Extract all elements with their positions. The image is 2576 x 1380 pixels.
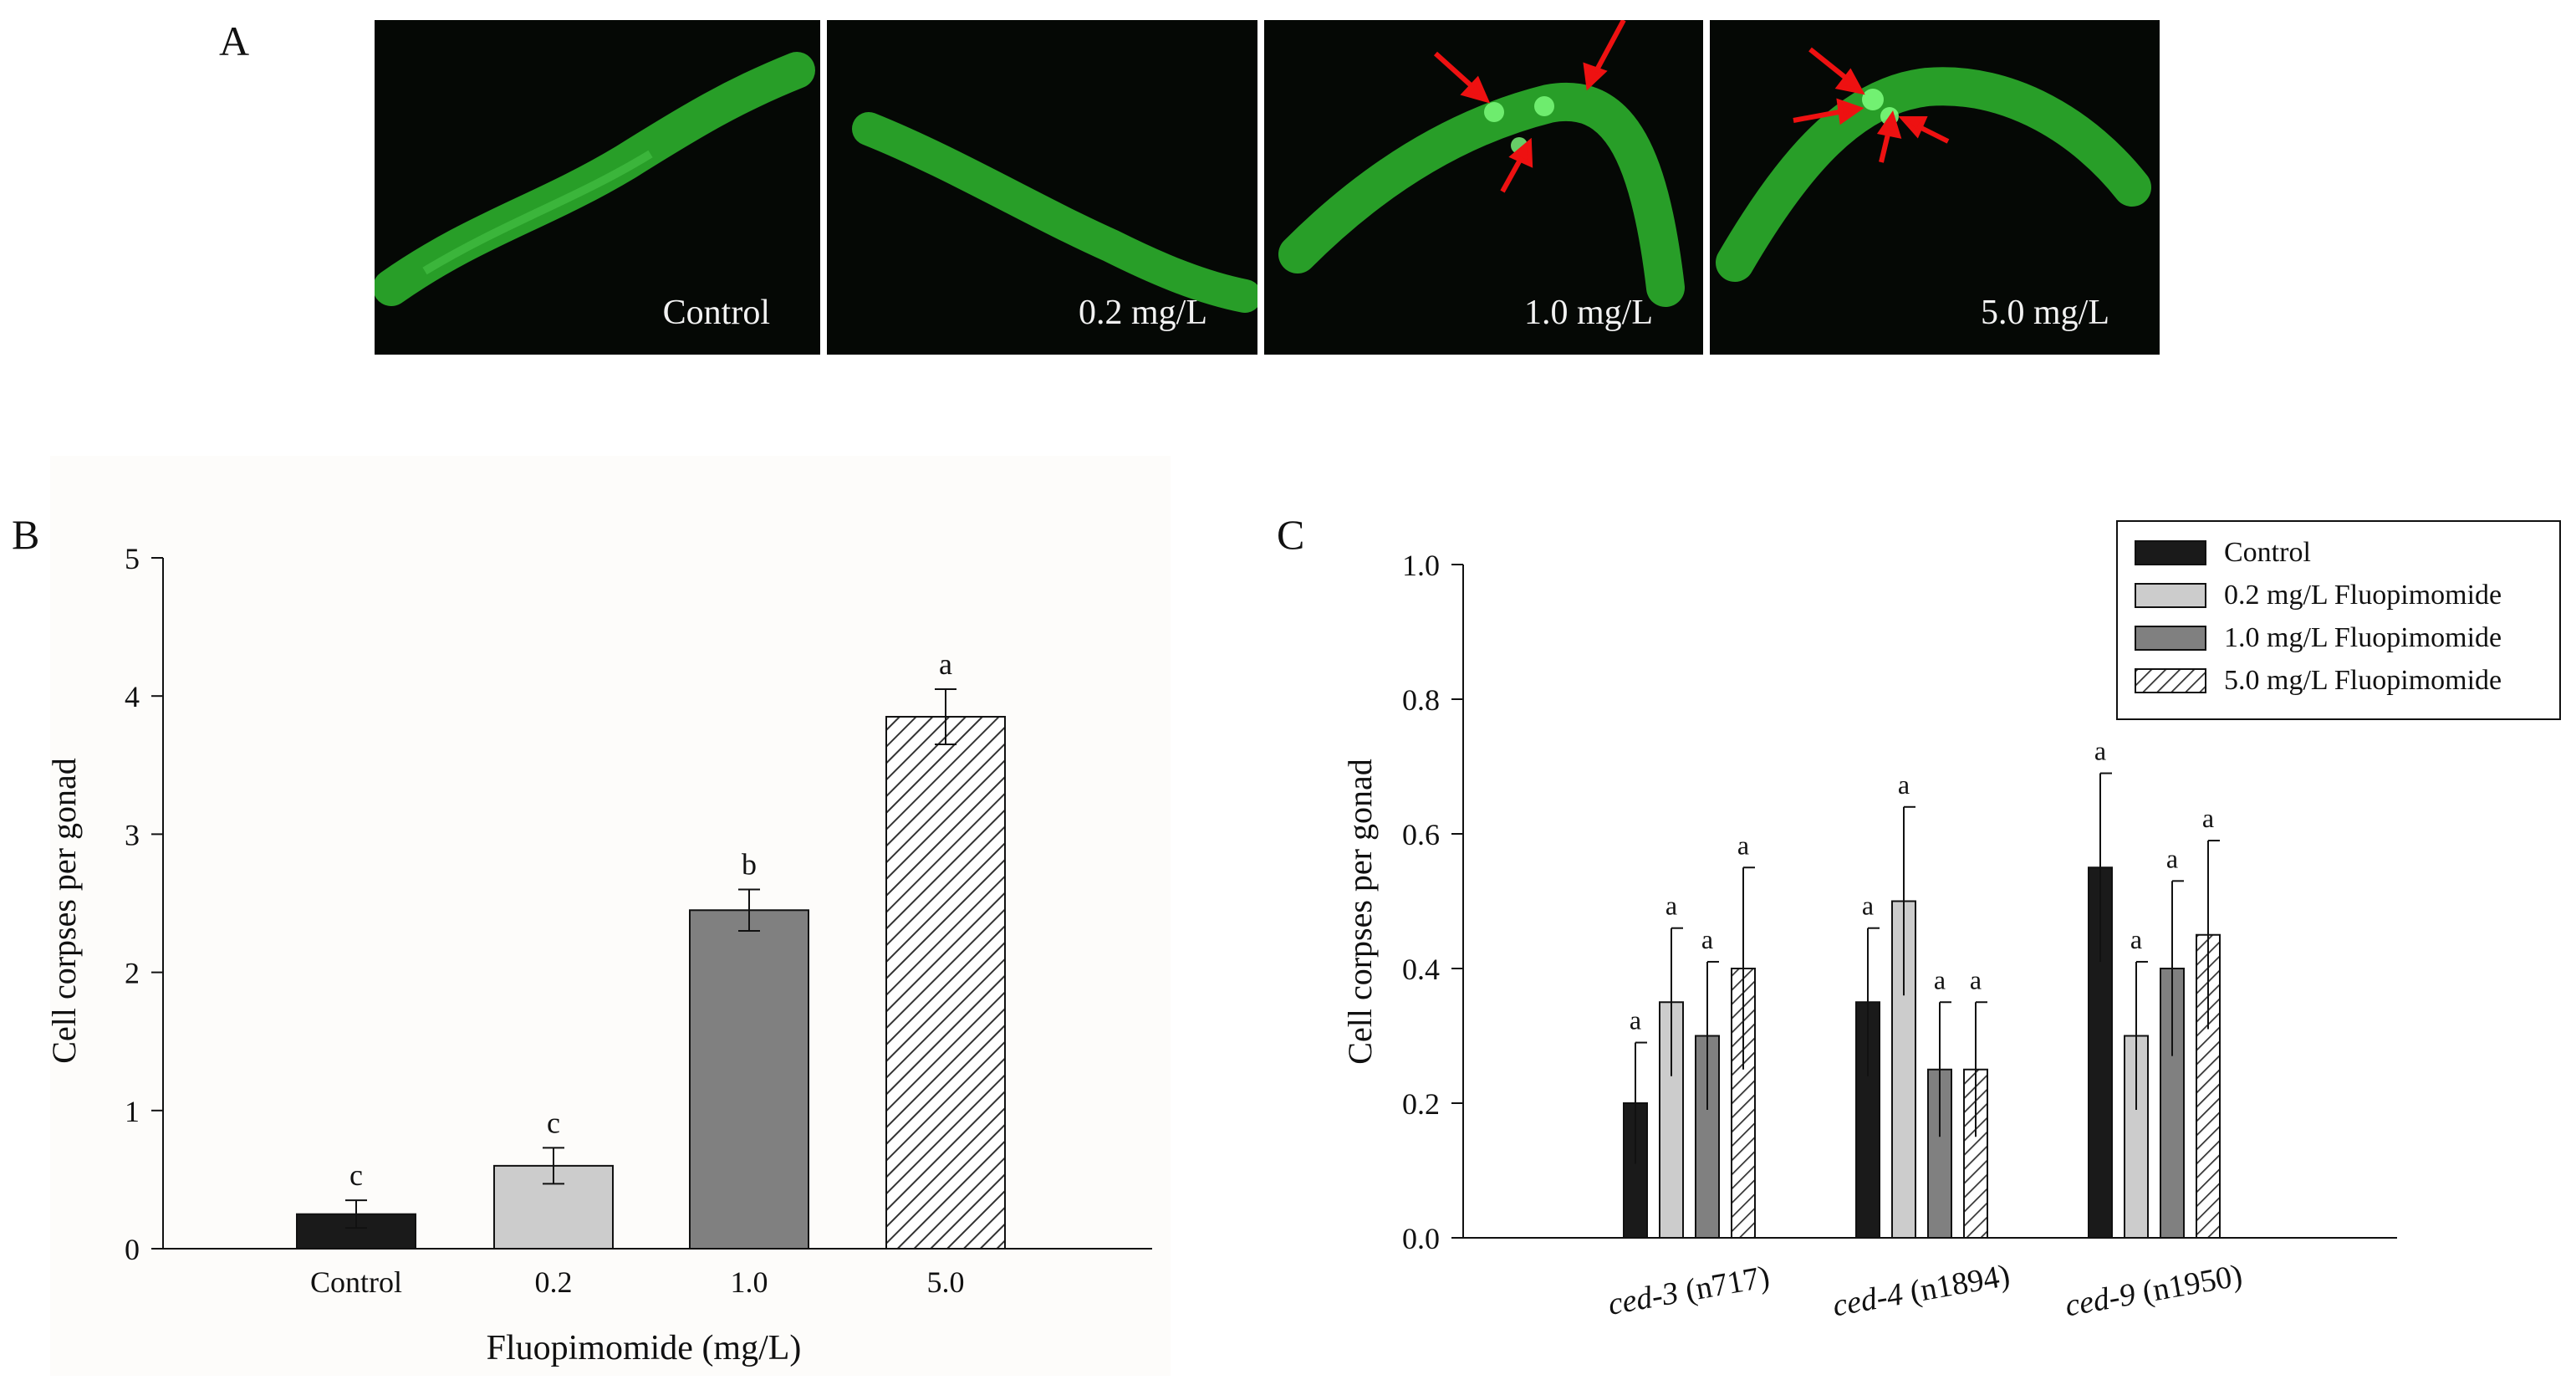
micrograph-caption: 1.0 mg/L: [1524, 294, 1653, 332]
x-tick-label: ced-4 (n1894): [1830, 1258, 2012, 1324]
significance-letter: b: [742, 847, 757, 881]
significance-letter: a: [2202, 803, 2214, 833]
significance-letter: a: [939, 647, 952, 681]
micrograph-caption: 5.0 mg/L: [1981, 294, 2109, 332]
chart-b: 0 1 2 3 4 5 c Control c 0.2 b 1.0 a 5.0 Cell corpses …: [45, 456, 1171, 1376]
x-tick-label: ced-9 (n1950): [2063, 1258, 2245, 1324]
y-tick-label: 2: [125, 957, 140, 990]
y-tick-label: 5: [125, 542, 140, 575]
significance-letter: a: [1701, 924, 1713, 954]
micrograph-caption: 0.2 mg/L: [1079, 294, 1207, 332]
significance-letter: c: [547, 1106, 560, 1139]
bar: [296, 1213, 416, 1250]
y-tick-label: 0: [125, 1233, 140, 1266]
micrograph-1-0: 1.0 mg/L: [1264, 20, 1703, 355]
x-tick-label: Control: [310, 1265, 402, 1299]
panel-label-a: A: [219, 18, 250, 64]
y-tick-label: 0.6: [1402, 818, 1440, 851]
chart-b-svg: 0 1 2 3 4 5 c Control c 0.2 b 1.0 a 5.0 Cell corpses …: [45, 456, 1171, 1376]
panel-label-c: C: [1277, 511, 1305, 558]
legend-label: 1.0 mg/L Fluopimomide: [2224, 622, 2502, 653]
y-axis-label: Cell corpses per gonad: [50, 758, 83, 1063]
chart-c: 0.0 0.2 0.4 0.6 0.8 1.0 a a a a ced-3 (n717) a a a a ce…: [1229, 456, 2567, 1376]
micrograph-5-0: 5.0 mg/L: [1710, 20, 2160, 355]
significance-letter: a: [1665, 891, 1677, 921]
legend-label: Control: [2224, 537, 2311, 568]
legend-swatch: [2135, 583, 2206, 608]
y-tick-label: 4: [125, 680, 140, 713]
bar: [885, 715, 1006, 1250]
x-tick-label: 5.0: [927, 1265, 965, 1299]
y-tick-label: 3: [125, 818, 140, 851]
arrow-icon: [1433, 20, 1626, 193]
worm-image: [375, 52, 815, 306]
legend-swatch: [2135, 540, 2206, 565]
worm-image: [1716, 47, 2151, 282]
significance-letter: a: [1898, 769, 1910, 800]
y-tick-label: 1: [125, 1095, 140, 1128]
legend-swatch: [2135, 626, 2206, 651]
arrow-icon: [1793, 47, 1950, 163]
significance-letter: a: [1970, 964, 1982, 994]
micrograph-caption: Control: [662, 294, 770, 332]
y-tick-label: 1.0: [1402, 549, 1440, 582]
legend: Control 0.2 mg/L Fluopimomide 1.0 mg/L Flu…: [2116, 520, 2561, 720]
micrograph-panel: Control 0.2 mg/L 1.0 mg/L: [0, 0, 2576, 368]
significance-letter: c: [349, 1158, 363, 1192]
significance-letter: a: [2094, 736, 2106, 766]
significance-letter: a: [1737, 830, 1749, 860]
micrograph-control: Control: [375, 20, 820, 355]
micrograph-0-2: 0.2 mg/L: [827, 20, 1257, 355]
significance-letter: a: [2166, 843, 2178, 873]
significance-letter: a: [1862, 891, 1874, 921]
worm-image: [1278, 20, 1685, 307]
legend-label: 5.0 mg/L Fluopimomide: [2224, 665, 2502, 696]
y-tick-label: 0.2: [1402, 1087, 1440, 1121]
worm-image: [852, 112, 1257, 313]
y-tick-label: 0.0: [1402, 1222, 1440, 1255]
x-tick-label: 1.0: [731, 1265, 768, 1299]
legend-label: 0.2 mg/L Fluopimomide: [2224, 580, 2502, 611]
significance-letter: a: [1630, 1005, 1641, 1035]
y-tick-label: 0.8: [1402, 683, 1440, 717]
y-axis-label: Cell corpses per gonad: [1341, 759, 1379, 1064]
bar: [1963, 1068, 1988, 1239]
significance-letter: a: [1934, 964, 1946, 994]
x-tick-label: ced-3 (n717): [1605, 1260, 1773, 1322]
bar: [689, 909, 809, 1250]
y-tick-label: 0.4: [1402, 953, 1440, 986]
bar: [2124, 1035, 2149, 1239]
x-axis-label: Fluopimomide (mg/L): [487, 1329, 802, 1367]
significance-letter: a: [2130, 924, 2142, 954]
legend-swatch: [2135, 668, 2206, 693]
x-tick-label: 0.2: [535, 1265, 573, 1299]
panel-label-b: B: [12, 511, 40, 558]
